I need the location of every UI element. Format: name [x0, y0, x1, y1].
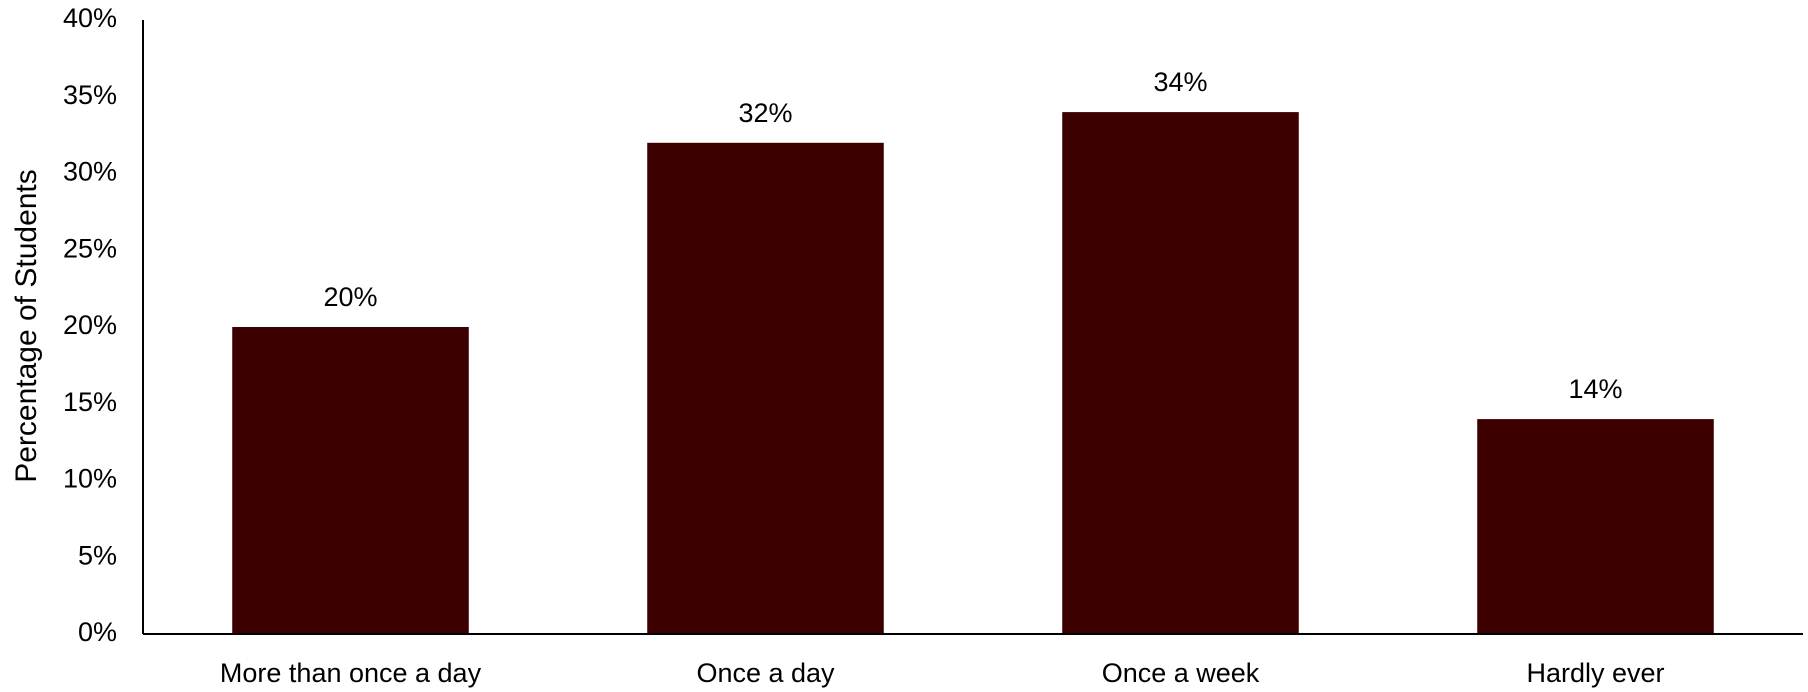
- bar-value-label: 34%: [1153, 67, 1207, 97]
- bar: [1477, 419, 1714, 634]
- bars: [232, 112, 1714, 635]
- bar-value-label: 14%: [1568, 374, 1622, 404]
- y-axis-title: Percentage of Students: [10, 169, 43, 483]
- y-axis-ticks: 0% 5% 10% 15% 20% 25% 30% 35% 40%: [63, 3, 117, 647]
- bar: [232, 327, 469, 634]
- bar-value-label: 20%: [323, 282, 377, 312]
- y-tick-label: 40%: [63, 3, 117, 33]
- y-tick-label: 35%: [63, 80, 117, 110]
- y-tick-label: 0%: [78, 617, 117, 647]
- y-tick-label: 15%: [63, 387, 117, 417]
- bar: [1062, 112, 1299, 635]
- x-tick-label: More than once a day: [220, 658, 482, 688]
- y-tick-label: 5%: [78, 540, 117, 570]
- y-axis-title-group: Percentage of Students: [10, 169, 43, 483]
- bar: [647, 142, 884, 635]
- y-tick-label: 30%: [63, 157, 117, 187]
- x-tick-label: Once a day: [696, 658, 835, 688]
- x-axis-ticks: More than once a day Once a day Once a wee…: [220, 658, 1665, 688]
- x-tick-label: Hardly ever: [1526, 658, 1664, 688]
- y-tick-label: 10%: [63, 464, 117, 494]
- y-tick-label: 25%: [63, 233, 117, 263]
- bar-value-label: 32%: [738, 98, 792, 128]
- data-labels: 20% 32% 34% 14%: [323, 67, 1622, 404]
- y-tick-label: 20%: [63, 310, 117, 340]
- x-tick-label: Once a week: [1102, 658, 1260, 688]
